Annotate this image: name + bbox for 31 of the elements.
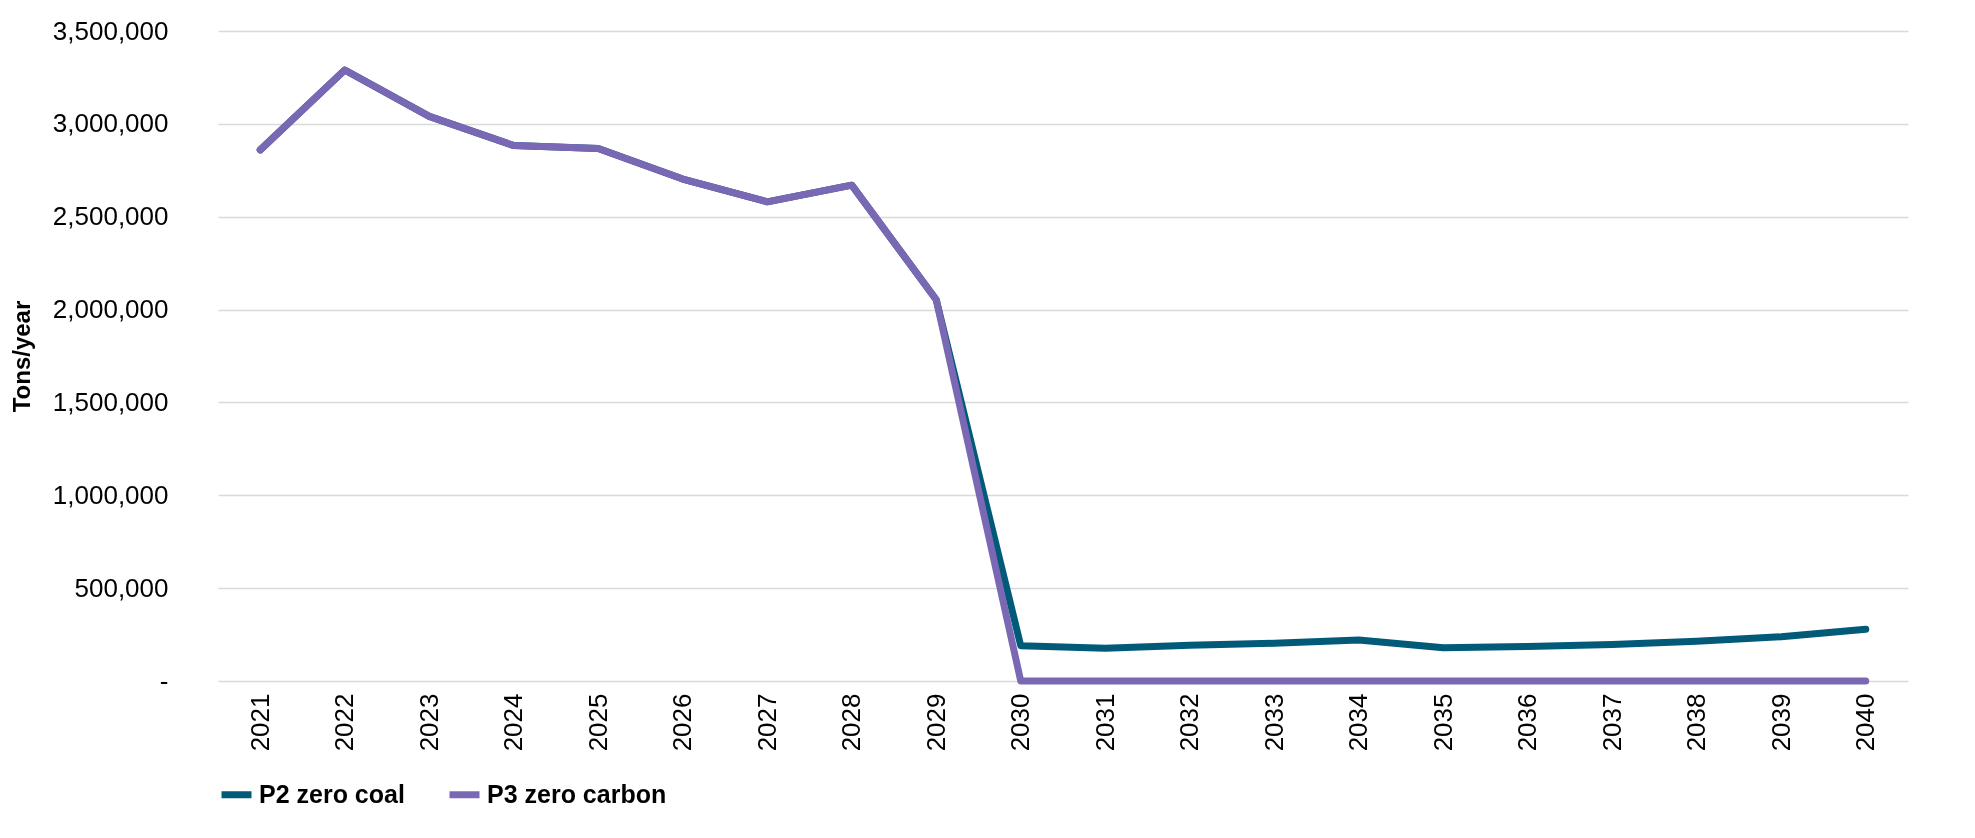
x-tick-label: 2037: [1596, 693, 1627, 752]
x-tick-label: 2022: [329, 693, 360, 752]
x-tick-label: 2026: [667, 693, 698, 752]
y-tick-label: 1,500,000: [52, 386, 169, 417]
x-tick-label: 2035: [1427, 693, 1458, 752]
x-tick-label: 2034: [1343, 693, 1374, 752]
x-tick-label: 2033: [1258, 693, 1289, 752]
x-tick-label: 2031: [1089, 693, 1120, 752]
legend-label: P2 zero coal: [259, 779, 405, 808]
x-tick-label: 2025: [582, 693, 613, 752]
x-tick-label: 2032: [1174, 693, 1205, 752]
x-tick-label: 2027: [751, 693, 782, 752]
x-tick-label: 2040: [1850, 693, 1881, 752]
x-tick-label: 2023: [413, 693, 444, 752]
x-tick-label: 2036: [1512, 693, 1543, 752]
x-tick-label: 2024: [498, 693, 529, 752]
x-tick-label: 2030: [1005, 693, 1036, 752]
y-tick-label: 3,000,000: [52, 108, 169, 139]
x-tick-label: 2028: [836, 693, 867, 752]
x-tick-label: 2038: [1681, 693, 1712, 752]
y-tick-label: 2,000,000: [52, 294, 169, 325]
legend-label: P3 zero carbon: [487, 779, 667, 808]
y-axis-title: Tons/year: [7, 300, 35, 413]
x-tick-label: 2039: [1765, 693, 1796, 752]
y-tick-label: 2,500,000: [52, 201, 169, 232]
x-tick-label: 2029: [920, 693, 951, 752]
y-tick-label: 3,500,000: [52, 15, 169, 46]
y-tick-label: 1,000,000: [52, 479, 169, 510]
y-tick-label: -: [159, 665, 169, 696]
x-tick-label: 2021: [244, 693, 275, 752]
y-tick-label: 500,000: [74, 572, 169, 603]
